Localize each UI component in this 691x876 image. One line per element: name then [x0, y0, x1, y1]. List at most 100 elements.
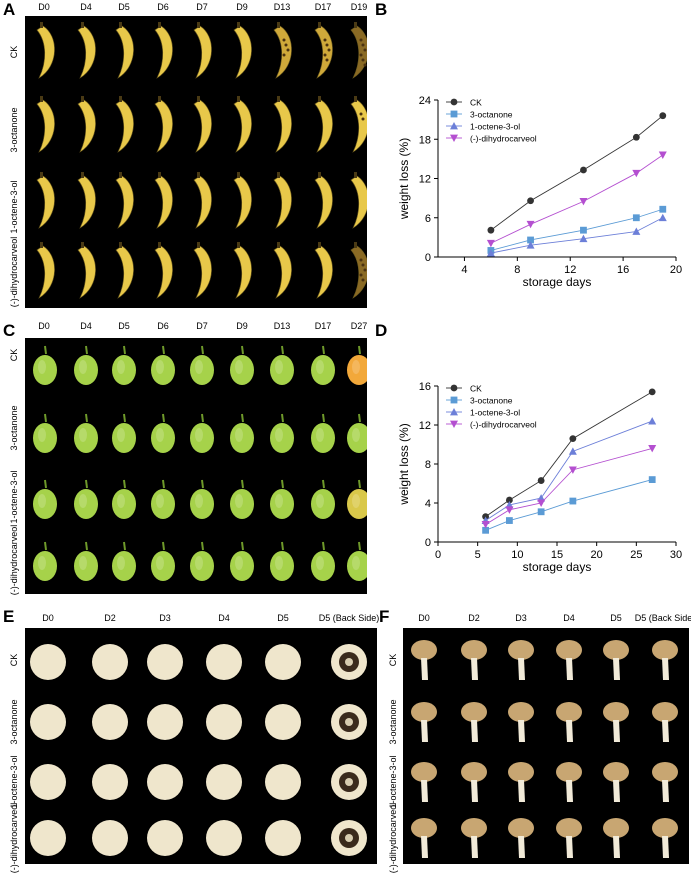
data-point [648, 417, 657, 425]
panel-label-b: B [375, 0, 388, 19]
data-point [648, 445, 657, 453]
mushroom-side-image [411, 702, 437, 742]
mushroom-side-image [508, 640, 534, 680]
mushroom-cap-image [147, 820, 183, 856]
series-line [490, 217, 663, 254]
banana-image [77, 242, 96, 299]
pepper-image [151, 413, 175, 453]
pepper-image [33, 345, 57, 385]
data-point [527, 197, 534, 205]
x-tick-label: 30 [670, 549, 682, 561]
x-tick-label: 20 [591, 549, 603, 561]
mushroom-side-image [461, 762, 487, 802]
banana-image [273, 22, 292, 79]
pepper-column-label: D7 [196, 321, 208, 331]
x-tick-label: 16 [617, 264, 629, 276]
mushroom-cap-image [92, 704, 128, 740]
mushroom-side-row-label: 3-octanone [388, 699, 398, 745]
data-point [632, 227, 641, 235]
mushroom-cap-image [30, 704, 66, 740]
pepper-image [311, 479, 335, 519]
y-tick-label: 4 [425, 498, 431, 510]
mushroom-cap-image [147, 764, 183, 800]
banana-image [193, 22, 212, 79]
banana-image [193, 96, 212, 153]
x-tick-label: 0 [435, 549, 441, 561]
pepper-image [112, 479, 136, 519]
y-tick-label: 12 [419, 420, 431, 432]
mushroom-side-image [508, 818, 534, 858]
pepper-column-label: D27 [350, 321, 368, 331]
mushroom-cap-image [206, 764, 242, 800]
data-point [482, 526, 489, 534]
data-point [486, 239, 495, 248]
legend-label: (-)-dihydrocarveol [470, 134, 537, 144]
x-tick-label: 20 [670, 264, 682, 276]
data-point [658, 213, 667, 222]
banana-column-label: D19 [350, 2, 368, 12]
mushroom-cap-image [147, 704, 183, 740]
mushroom-cap-image [92, 820, 128, 856]
pepper-image [190, 413, 214, 453]
mushroom-side-image [411, 762, 437, 802]
x-tick-label: 25 [630, 549, 642, 561]
mushroom-side-column-label: D3 [515, 613, 527, 623]
data-point [569, 435, 577, 443]
pepper-image [151, 345, 175, 385]
pepper-row-label: (-)-dihydrocarveol [9, 524, 19, 596]
banana-image [350, 172, 367, 229]
pepper-image [74, 479, 98, 519]
banana-image [314, 22, 333, 79]
banana-column-label: D13 [273, 2, 291, 12]
y-tick-label: 6 [425, 213, 431, 225]
pepper-image [347, 413, 367, 453]
banana-image [350, 242, 367, 299]
data-point [537, 477, 545, 484]
pepper-column-label: D9 [236, 321, 248, 331]
legend-entry: 1-octene-3-ol [446, 122, 520, 132]
mushroom-side-image [652, 762, 678, 802]
banana-image [233, 242, 252, 299]
mushroom-cap-row-label: 1-octene-3-ol [9, 755, 19, 809]
banana-image [273, 96, 292, 153]
pepper-image [230, 413, 254, 453]
banana-column-label: D9 [236, 2, 248, 12]
banana-row-label: CK [9, 45, 19, 59]
banana-image [233, 172, 252, 229]
pepper-image [230, 479, 254, 519]
banana-image [273, 242, 292, 299]
panel-label-e: E [3, 607, 15, 626]
banana-column-label: D4 [80, 2, 92, 12]
legend-label: 3-octanone [470, 396, 513, 406]
data-point [486, 249, 495, 257]
mushroom-cap-column-label: D5 [277, 613, 289, 623]
legend-entry: CK [446, 384, 482, 394]
x-tick-label: 4 [461, 264, 467, 276]
banana-image [115, 22, 134, 79]
y-tick-label: 24 [419, 95, 431, 107]
data-point [569, 497, 577, 505]
pepper-column-label: D0 [38, 321, 50, 331]
mushroom-cap-column-label: D0 [42, 613, 54, 623]
mushroom-side-image [603, 818, 629, 858]
banana-column-label: D6 [157, 2, 169, 12]
banana-column-label: D0 [38, 2, 50, 12]
panel-label-d: D [375, 321, 388, 340]
pepper-image [33, 479, 57, 519]
data-point [481, 521, 490, 529]
legend-label: 1-octene-3-ol [470, 408, 520, 418]
mushroom-cap-image [206, 704, 242, 740]
y-axis-label: weight loss (%) [397, 138, 411, 220]
mushroom-side-image [411, 818, 437, 858]
banana-column-label: D7 [196, 2, 208, 12]
pepper-image [230, 541, 254, 581]
legend-entry: 1-octene-3-ol [446, 408, 520, 418]
mushroom-side-image [556, 762, 582, 802]
mushroom-cap-column-label: D3 [159, 613, 171, 623]
x-tick-label: 12 [564, 264, 576, 276]
pepper-image [112, 345, 136, 385]
mushroom-side-image [556, 702, 582, 742]
banana-image [36, 172, 55, 229]
pepper-image [151, 479, 175, 519]
mushroom-cap-row-label: 3-octanone [9, 699, 19, 745]
